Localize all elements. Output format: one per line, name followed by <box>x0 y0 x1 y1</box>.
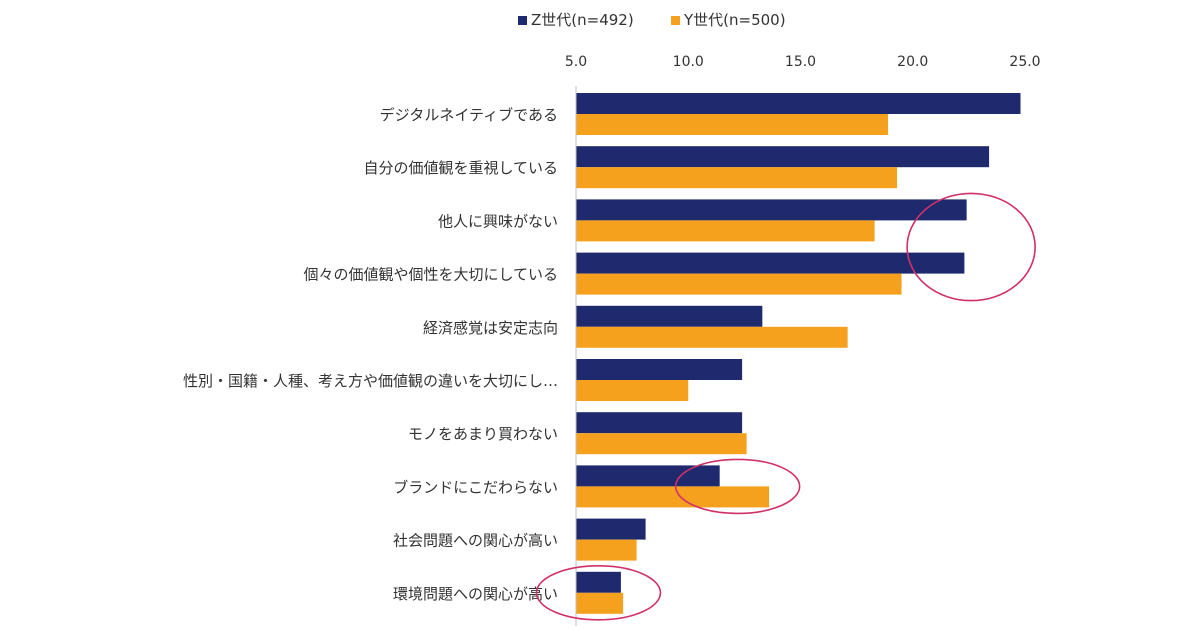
category-label: 自分の価値観を重視している <box>363 159 558 177</box>
legend-label-z: Z世代(n=492) <box>531 11 634 29</box>
x-tick-label: 10.0 <box>673 54 704 70</box>
category-label: モノをあまり買わない <box>408 425 558 443</box>
category-label: 他人に興味がない <box>438 212 558 230</box>
x-tick-label: 25.0 <box>1009 54 1040 70</box>
bar-y <box>576 539 637 561</box>
bar-z <box>576 199 967 221</box>
x-tick-label: 15.0 <box>785 54 816 70</box>
bar-y <box>576 326 848 348</box>
bar-y <box>576 486 770 508</box>
highlight-ellipse <box>535 564 662 621</box>
category-label: ブランドにこだわらない <box>393 478 558 496</box>
bar-z <box>576 359 743 380</box>
highlight-ellipse <box>674 458 801 515</box>
category-label: 個々の価値観や個性を大切にしている <box>303 266 558 284</box>
legend: Z世代(n=492) Y世代(n=500) <box>518 11 786 29</box>
legend-swatch-y <box>671 16 680 25</box>
x-tick-label: 20.0 <box>897 54 928 70</box>
bar-z <box>576 518 646 540</box>
bar-z <box>576 571 621 593</box>
bar-z <box>576 93 1021 114</box>
bar-y <box>576 433 747 455</box>
bar-y <box>576 273 902 295</box>
bars <box>576 93 1021 614</box>
x-tick-label: 5.0 <box>565 54 587 70</box>
category-label: 経済感覚は安定志向 <box>423 319 558 337</box>
annotations <box>535 192 1036 621</box>
bar-y <box>576 220 875 242</box>
bar-y <box>576 114 889 135</box>
legend-swatch-z <box>518 16 527 25</box>
category-label: 社会問題への関心が高い <box>393 532 558 550</box>
category-labels: デジタルネイティブである自分の価値観を重視している他人に興味がない個々の価値観や… <box>183 106 558 603</box>
bar-z <box>576 465 720 487</box>
bar-z <box>576 412 743 434</box>
bar-y <box>576 167 898 189</box>
bar-z <box>576 146 990 168</box>
bar-z <box>576 252 965 274</box>
legend-label-y: Y世代(n=500) <box>683 11 786 29</box>
bar-y <box>576 592 624 614</box>
bar-y <box>576 380 689 401</box>
category-label: デジタルネイティブである <box>380 106 558 124</box>
category-label: 環境問題への関心が高い <box>393 585 558 603</box>
category-label: 性別・国籍・人種、考え方や価値観の違いを大切にし… <box>183 372 558 390</box>
bar-z <box>576 305 763 327</box>
x-axis-ticks: 5.0 10.0 15.0 20.0 25.0 <box>565 54 1041 70</box>
highlight-ellipse <box>906 192 1036 302</box>
